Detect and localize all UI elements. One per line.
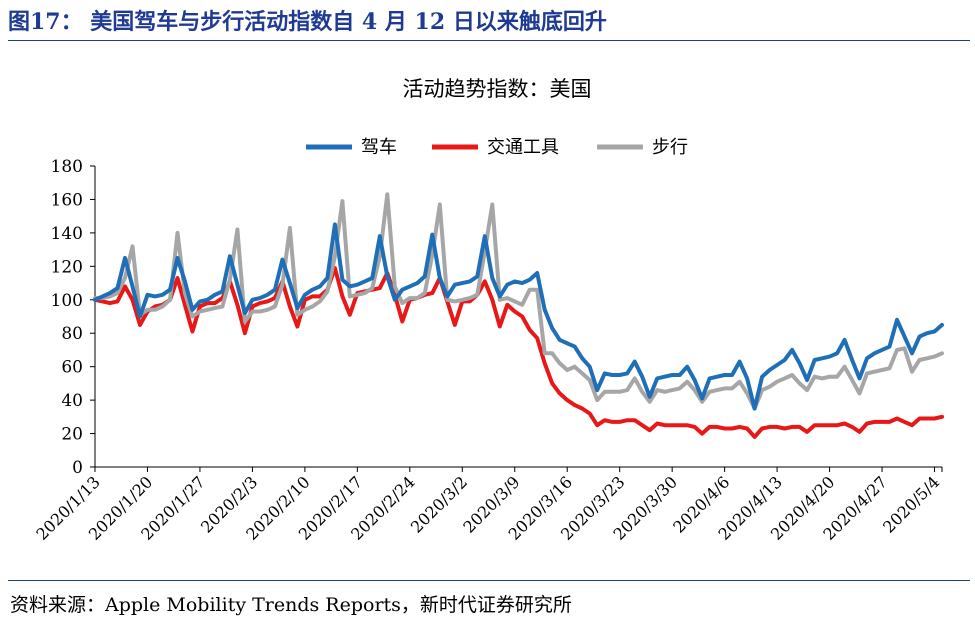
legend-label-2: 步行 <box>652 137 688 158</box>
figure-title: 图17： 美国驾车与步行活动指数自 4 月 12 日以来触底回升 <box>8 9 607 35</box>
series-line-2 <box>93 192 944 411</box>
y-tick-label: 180 <box>51 157 83 177</box>
series-line-0 <box>93 222 944 411</box>
y-tick-label: 60 <box>61 358 83 378</box>
legend-label-1: 交通工具 <box>487 137 559 158</box>
legend-label-0: 驾车 <box>361 137 397 158</box>
chart-title: 活动趋势指数：美国 <box>403 77 592 101</box>
y-tick-label: 80 <box>61 324 83 344</box>
source-note: 资料来源：Apple Mobility Trends Reports，新时代证券… <box>10 594 572 616</box>
y-tick-label: 100 <box>51 291 83 311</box>
y-tick-label: 160 <box>51 190 83 210</box>
series-line-1 <box>93 266 944 439</box>
y-tick-label: 20 <box>61 425 83 445</box>
y-tick-label: 120 <box>51 257 83 277</box>
x-tick-label: 2020/5/4 <box>879 472 943 536</box>
y-tick-label: 0 <box>72 458 83 478</box>
x-tick-label: 2020/3/2 <box>407 472 471 536</box>
source-rule <box>8 580 970 581</box>
y-tick-label: 140 <box>51 224 83 244</box>
y-tick-label: 40 <box>61 391 83 411</box>
title-rule <box>8 40 970 41</box>
